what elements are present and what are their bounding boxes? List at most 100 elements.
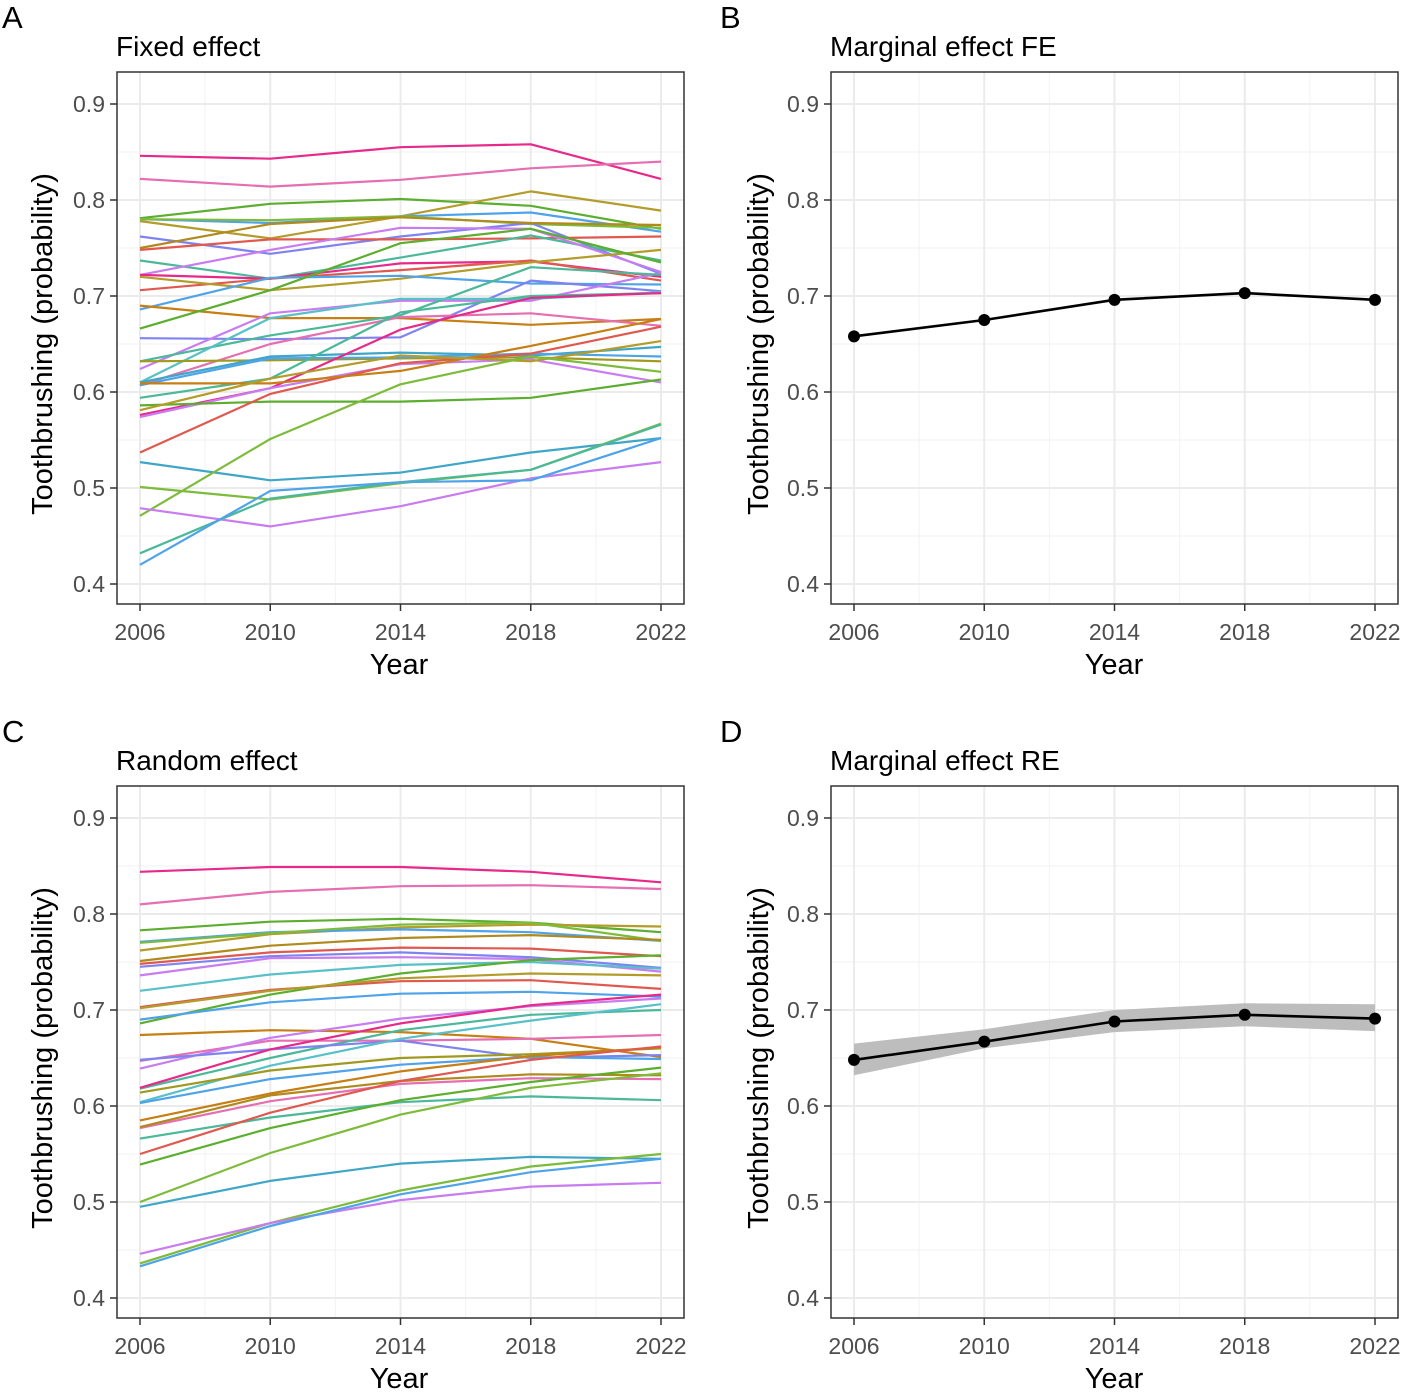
x-tick-label: 2022 (1349, 619, 1400, 645)
x-tick-label: 2022 (635, 619, 686, 645)
y-tick-label: 0.7 (787, 997, 819, 1023)
series-line (139, 325, 662, 454)
panel-a: A Fixed effect 2006 2010 2014 2018 2022 0.4 0.… (2, 0, 687, 681)
x-tick-label: 2006 (114, 619, 165, 645)
y-tick-label: 0.6 (787, 379, 819, 405)
y-tick-label: 0.9 (73, 91, 105, 117)
panel-b: B Marginal effect FE 2006 2010 2014 2018 202… (720, 0, 1401, 681)
series-line (139, 1072, 662, 1204)
series-line (139, 921, 662, 944)
x-tick-label: 2010 (959, 619, 1010, 645)
series-line (139, 461, 662, 528)
x-tick-label: 2018 (1219, 1333, 1270, 1359)
series-line (139, 951, 662, 969)
series-line (139, 266, 662, 363)
data-point (848, 1053, 860, 1066)
series-line (139, 997, 662, 1070)
y-axis-label: Toothbrushing (probability) (27, 173, 59, 515)
x-tick-label: 2014 (1089, 619, 1140, 645)
series-line (139, 990, 662, 1021)
x-tick-label: 2010 (959, 1333, 1010, 1359)
x-axis-label: Year (370, 1363, 429, 1394)
data-point (978, 314, 991, 326)
series-line (139, 972, 662, 1010)
confidence-band (854, 1003, 1375, 1076)
series-line (139, 216, 662, 250)
series-line (139, 143, 662, 180)
series-line (139, 1077, 662, 1130)
x-tick-label: 2006 (828, 1333, 879, 1359)
x-tick-label: 2006 (114, 1333, 165, 1359)
y-tick-label: 0.7 (73, 997, 105, 1023)
panel-border (116, 71, 685, 605)
x-tick-label: 2018 (505, 619, 556, 645)
y-tick-label: 0.9 (787, 91, 819, 117)
data-point (1108, 293, 1121, 306)
panel-title: Marginal effect FE (830, 31, 1057, 62)
panel-tag: C (2, 714, 24, 749)
series-line (139, 248, 662, 292)
plot-area: 2006 2010 2014 2018 2022 0.4 0.5 0.6 0.7 0.8 0.9 (787, 785, 1401, 1359)
y-tick-label: 0.7 (787, 283, 819, 309)
y-tick-label: 0.6 (73, 379, 105, 405)
series-line (139, 1152, 662, 1265)
series-line (139, 1029, 662, 1059)
series-line (139, 378, 662, 407)
panel-border (830, 71, 1399, 605)
y-tick-label: 0.6 (787, 1093, 819, 1119)
y-axis-label: Toothbrushing (probability) (743, 173, 775, 515)
x-tick-label: 2010 (245, 1333, 296, 1359)
series-line (139, 865, 662, 884)
series-line (139, 437, 662, 482)
y-tick-label: 0.6 (73, 1093, 105, 1119)
y-tick-label: 0.9 (73, 805, 105, 831)
data-point (978, 1035, 991, 1048)
series-line (139, 355, 662, 517)
series-line (139, 1157, 662, 1268)
series-line (139, 960, 662, 992)
series-line (139, 1095, 662, 1140)
series-line (139, 160, 662, 188)
series-line (139, 340, 662, 412)
y-tick-label: 0.8 (787, 901, 819, 927)
series-line (139, 1045, 662, 1156)
y-tick-label: 0.4 (73, 571, 105, 597)
y-tick-label: 0.5 (787, 1189, 819, 1215)
x-axis-label: Year (370, 649, 429, 681)
y-tick-label: 0.8 (73, 901, 105, 927)
panel-tag: A (2, 0, 23, 35)
panel-title: Marginal effect RE (830, 745, 1060, 776)
series-line (139, 437, 662, 566)
series-line (139, 226, 662, 276)
data-point (1369, 1012, 1381, 1025)
series-line (139, 345, 662, 384)
y-tick-label: 0.7 (73, 283, 105, 309)
x-tick-label: 2014 (1089, 1333, 1140, 1359)
y-tick-label: 0.4 (787, 571, 819, 597)
panel-title: Random effect (116, 745, 298, 776)
series-line (139, 235, 662, 251)
y-tick-label: 0.8 (787, 187, 819, 213)
data-point (1238, 287, 1251, 300)
x-tick-label: 2006 (828, 619, 879, 645)
y-tick-label: 0.9 (787, 805, 819, 831)
y-tick-label: 0.5 (787, 475, 819, 501)
x-tick-label: 2022 (1349, 1333, 1400, 1359)
data-point (1108, 1015, 1121, 1028)
series-line (139, 197, 662, 230)
series-line (139, 292, 662, 399)
panel-border (830, 785, 1399, 1319)
x-axis-label: Year (1085, 649, 1144, 681)
panel-border (116, 785, 685, 1319)
series-line (139, 1046, 662, 1122)
plot-area: 2006 2010 2014 2018 2022 0.4 0.5 0.6 0.7 0.8 0.9 (73, 785, 687, 1359)
x-tick-label: 2018 (505, 1333, 556, 1359)
series-line (139, 1008, 662, 1090)
panel-title: Fixed effect (116, 31, 260, 62)
series-line (139, 271, 662, 371)
series-line (139, 1055, 662, 1105)
y-tick-label: 0.5 (73, 1189, 105, 1215)
y-tick-label: 0.5 (73, 475, 105, 501)
data-point (848, 330, 860, 343)
y-tick-label: 0.8 (73, 187, 105, 213)
